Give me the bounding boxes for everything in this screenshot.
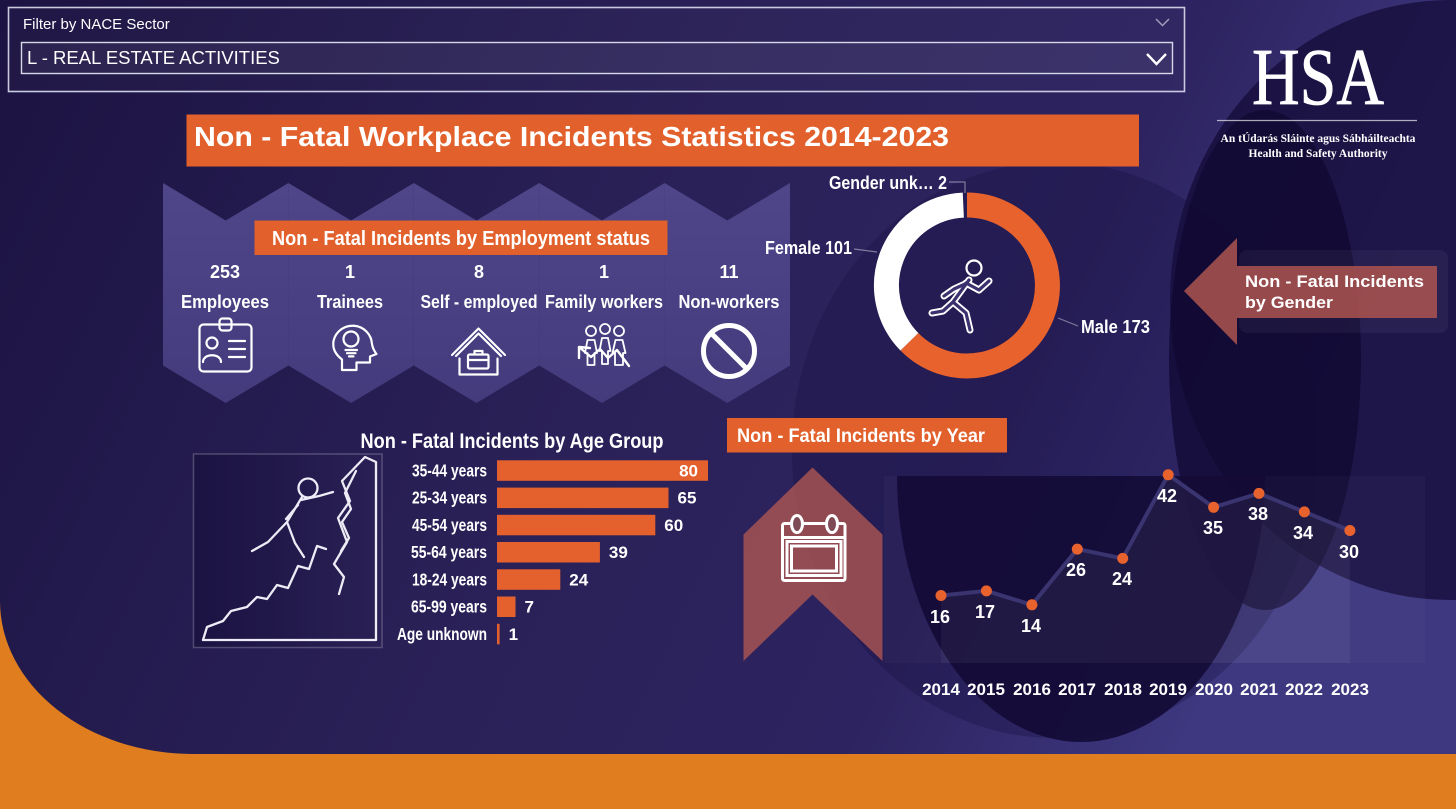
svg-text:2022: 2022	[1285, 680, 1323, 699]
svg-text:55-64 years: 55-64 years	[411, 542, 487, 562]
svg-text:7: 7	[525, 598, 534, 617]
svg-text:11: 11	[719, 262, 738, 282]
svg-text:2021: 2021	[1240, 680, 1278, 699]
svg-text:30: 30	[1339, 542, 1359, 562]
svg-text:Non-workers: Non-workers	[679, 291, 780, 312]
svg-text:Age unknown: Age unknown	[397, 624, 487, 644]
svg-text:35: 35	[1203, 518, 1223, 538]
svg-text:L - REAL ESTATE ACTIVITIES: L - REAL ESTATE ACTIVITIES	[27, 47, 280, 68]
svg-text:Self - employed: Self - employed	[421, 291, 538, 312]
svg-text:65: 65	[678, 489, 697, 508]
svg-text:Trainees: Trainees	[317, 291, 383, 312]
svg-text:2015: 2015	[967, 680, 1005, 699]
svg-text:65-99 years: 65-99 years	[411, 597, 487, 617]
svg-text:18-24 years: 18-24 years	[412, 569, 487, 589]
svg-text:1: 1	[599, 262, 609, 282]
svg-text:60: 60	[664, 516, 683, 535]
svg-text:2023: 2023	[1331, 680, 1369, 699]
svg-text:2020: 2020	[1195, 680, 1233, 699]
svg-text:24: 24	[1112, 569, 1132, 589]
svg-text:2019: 2019	[1149, 680, 1187, 699]
svg-text:35-44 years: 35-44 years	[412, 460, 487, 480]
svg-text:Employees: Employees	[181, 291, 269, 312]
svg-text:25-34 years: 25-34 years	[412, 488, 487, 508]
svg-text:24: 24	[569, 570, 588, 589]
svg-text:Female 101: Female 101	[765, 238, 852, 258]
svg-text:45-54 years: 45-54 years	[412, 515, 487, 535]
svg-text:16: 16	[930, 607, 950, 627]
svg-text:2018: 2018	[1104, 680, 1142, 699]
svg-text:1: 1	[509, 625, 518, 644]
svg-text:Family workers: Family workers	[545, 291, 663, 312]
svg-text:Non - Fatal Workplace Incident: Non - Fatal Workplace Incidents Statisti…	[194, 121, 949, 152]
svg-text:2014: 2014	[922, 680, 960, 699]
svg-text:2017: 2017	[1058, 680, 1096, 699]
svg-text:38: 38	[1248, 504, 1268, 524]
svg-text:80: 80	[679, 461, 698, 480]
svg-text:34: 34	[1293, 523, 1313, 543]
svg-text:Filter by NACE Sector: Filter by NACE Sector	[23, 16, 170, 33]
svg-text:42: 42	[1157, 486, 1177, 506]
svg-text:1: 1	[345, 262, 355, 282]
svg-text:Non - Fatal Incidents by Age G: Non - Fatal Incidents by Age Group	[361, 430, 664, 453]
svg-text:26: 26	[1066, 560, 1086, 580]
svg-text:253: 253	[210, 262, 240, 282]
svg-text:17: 17	[975, 602, 995, 622]
svg-text:Non - Fatal Incidents: Non - Fatal Incidents	[1245, 272, 1424, 291]
svg-text:by Gender: by Gender	[1245, 293, 1333, 312]
svg-text:Male 173: Male 173	[1081, 317, 1150, 337]
svg-text:Non - Fatal Incidents by Year: Non - Fatal Incidents by Year	[737, 425, 985, 447]
svg-text:Non - Fatal Incidents by Emplo: Non - Fatal Incidents by Employment stat…	[272, 228, 650, 250]
svg-text:8: 8	[474, 262, 484, 282]
svg-text:An tÚdarás Sláinte agus Sábhái: An tÚdarás Sláinte agus Sábháilteachta	[1221, 131, 1416, 145]
svg-text:HSA: HSA	[1252, 34, 1384, 122]
svg-text:Health and Safety Authority: Health and Safety Authority	[1249, 148, 1388, 160]
svg-text:2016: 2016	[1013, 680, 1051, 699]
svg-text:14: 14	[1021, 616, 1041, 636]
svg-text:39: 39	[609, 543, 628, 562]
svg-text:Gender unk… 2: Gender unk… 2	[829, 173, 947, 193]
